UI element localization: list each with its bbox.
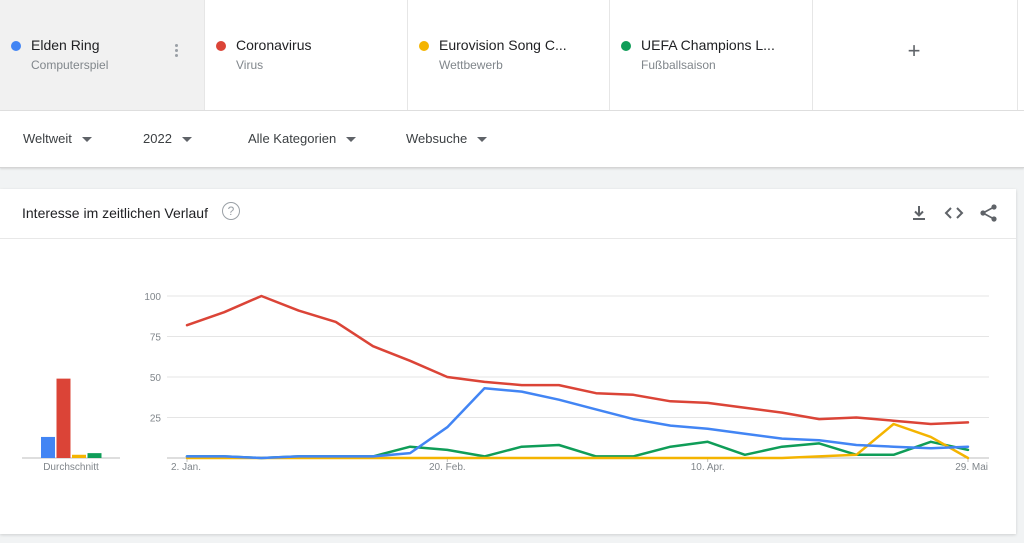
term-name: UEFA Champions L... bbox=[641, 37, 775, 53]
y-tick-label: 50 bbox=[150, 373, 162, 384]
term-color-dot bbox=[419, 41, 429, 51]
series-line-1 bbox=[185, 387, 970, 460]
average-bar-2 bbox=[56, 378, 71, 458]
term-type: Virus bbox=[236, 58, 264, 72]
more-vert-icon[interactable] bbox=[175, 44, 179, 59]
term-name: Elden Ring bbox=[31, 37, 100, 53]
chart-grid bbox=[167, 295, 989, 459]
term-name: Eurovision Song C... bbox=[439, 37, 567, 53]
series-line-2 bbox=[185, 294, 970, 426]
y-tick-label: 100 bbox=[144, 292, 161, 303]
average-label: Durchschnitt bbox=[43, 462, 99, 473]
help-icon[interactable]: ? bbox=[222, 202, 240, 220]
add-term-card[interactable]: + bbox=[813, 0, 1018, 110]
caret-down-icon bbox=[181, 137, 192, 143]
x-tick-label: 20. Feb. bbox=[429, 462, 466, 473]
y-axis-ticks: 100 75 50 25 bbox=[144, 292, 161, 425]
caret-down-icon bbox=[346, 137, 357, 143]
category-dropdown[interactable]: Alle Kategorien bbox=[248, 131, 357, 146]
share-icon[interactable] bbox=[979, 203, 999, 223]
search-type-label: Websuche bbox=[406, 131, 468, 146]
x-tick-label: 29. Mai bbox=[955, 462, 988, 473]
caret-down-icon bbox=[81, 137, 92, 143]
y-tick-label: 25 bbox=[150, 414, 162, 425]
download-icon[interactable] bbox=[909, 203, 929, 223]
average-bar-4 bbox=[87, 453, 102, 458]
term-card-1[interactable]: Elden Ring Computerspiel bbox=[0, 0, 205, 110]
term-card-4[interactable]: UEFA Champions L... Fußballsaison bbox=[610, 0, 813, 110]
region-label: Weltweit bbox=[23, 131, 72, 146]
search-type-dropdown[interactable]: Websuche bbox=[406, 131, 488, 146]
term-color-dot bbox=[216, 41, 226, 51]
term-card-2[interactable]: Coronavirus Virus bbox=[205, 0, 408, 110]
caret-down-icon bbox=[477, 137, 488, 143]
term-type: Wettbewerb bbox=[439, 58, 503, 72]
average-bars: Durchschnitt bbox=[22, 378, 120, 473]
average-bar-3 bbox=[72, 454, 86, 458]
y-tick-label: 75 bbox=[150, 333, 162, 344]
add-icon[interactable]: + bbox=[907, 38, 921, 63]
card-header: Interesse im zeitlichen Verlauf ? bbox=[0, 189, 1016, 239]
year-label: 2022 bbox=[143, 131, 172, 146]
x-tick-label: 10. Apr. bbox=[691, 462, 725, 473]
term-type: Computerspiel bbox=[31, 58, 109, 72]
series-line-3 bbox=[185, 422, 970, 460]
term-card-3[interactable]: Eurovision Song C... Wettbewerb bbox=[408, 0, 610, 110]
term-color-dot bbox=[11, 41, 21, 51]
x-axis-ticks: 2. Jan. 20. Feb. 10. Apr. 29. Mai bbox=[171, 458, 988, 473]
interest-over-time-card: Interesse im zeitlichen Verlauf ? 100 75 5… bbox=[0, 189, 1016, 534]
term-name: Coronavirus bbox=[236, 37, 312, 53]
embed-code-icon[interactable] bbox=[944, 203, 964, 223]
series-lines bbox=[185, 294, 970, 460]
x-tick-label: 2. Jan. bbox=[171, 462, 201, 473]
year-dropdown[interactable]: 2022 bbox=[143, 131, 192, 146]
term-color-dot bbox=[621, 41, 631, 51]
interest-line-chart: 100 75 50 25 2. Jan. 20. Feb. 10. Apr. 29. Mai… bbox=[22, 292, 989, 473]
term-type: Fußballsaison bbox=[641, 58, 716, 72]
region-dropdown[interactable]: Weltweit bbox=[23, 131, 92, 146]
average-bar-1 bbox=[41, 436, 55, 458]
filter-bar: Weltweit 2022 Alle Kategorien Websuche bbox=[0, 111, 1024, 168]
category-label: Alle Kategorien bbox=[248, 131, 337, 146]
card-title: Interesse im zeitlichen Verlauf bbox=[22, 205, 208, 221]
compare-terms-bar: Elden Ring Computerspiel Coronavirus Vir… bbox=[0, 0, 1024, 111]
